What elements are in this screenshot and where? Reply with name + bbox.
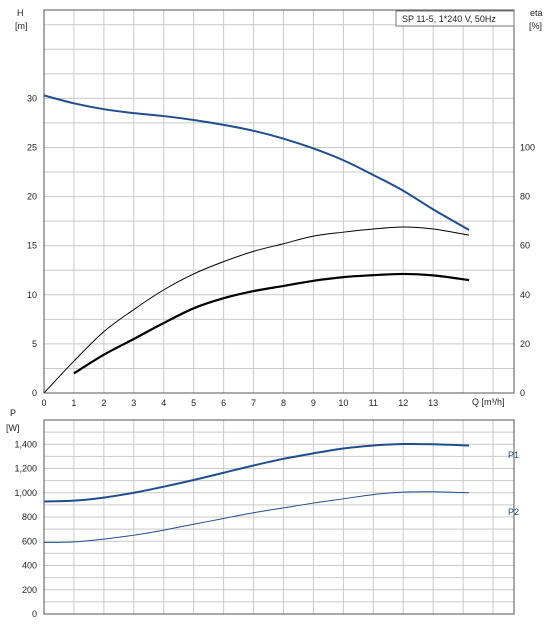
x-tick-label: 12 (398, 398, 408, 408)
y-right-tick-label: 0 (520, 388, 525, 398)
power-tick-label: 1,200 (14, 464, 37, 474)
power-tick-label: 1,000 (14, 488, 37, 498)
y-right-label-name: eta (530, 8, 543, 18)
y-left-tick-label: 20 (27, 192, 37, 202)
y-right-label-unit: [%] (529, 21, 542, 31)
y-left-tick-label: 25 (27, 142, 37, 152)
x-tick-label: 7 (251, 398, 256, 408)
power-tick-label: 200 (22, 585, 37, 595)
y-left-tick-label: 0 (32, 388, 37, 398)
x-tick-label: 0 (41, 398, 46, 408)
bottom-plot-frame (43, 419, 515, 615)
x-tick-label: 2 (101, 398, 106, 408)
x-tick-label: 10 (338, 398, 348, 408)
y-right-tick-label: 40 (520, 290, 530, 300)
x-tick-label: 6 (221, 398, 226, 408)
power-tick-label: 800 (22, 512, 37, 522)
pump-efficiency-curve (43, 226, 470, 394)
bottom-series (43, 442, 470, 543)
x-tick-label: 3 (131, 398, 136, 408)
y-left-tick-label: 10 (27, 290, 37, 300)
y-left-label-name: H (17, 8, 24, 18)
y-left-tick-label: 30 (27, 93, 37, 103)
p2-power-curve (43, 491, 470, 543)
y-left-label-unit: [m] (15, 21, 28, 31)
power-tick-label: 1,400 (14, 439, 37, 449)
x-tick-label: 4 (161, 398, 166, 408)
total-efficiency-curve (73, 272, 470, 375)
y-right-tick-label: 100 (520, 142, 535, 152)
x-tick-label: 8 (281, 398, 286, 408)
x-tick-label: 13 (428, 398, 438, 408)
top-series (43, 94, 470, 394)
y-left-tick-label: 5 (32, 339, 37, 349)
top-grid (44, 10, 514, 393)
y-right-tick-label: 60 (520, 241, 530, 251)
series-label-p2: P2 (508, 507, 519, 517)
y-right-tick-label: 20 (520, 339, 530, 349)
axis-labels: 0 1 2 3 4 5 6 7 8 9 10 11 12 130510152025300204060801… (14, 93, 535, 619)
x-tick-label: 11 (369, 398, 378, 408)
y-right-tick-label: 80 (520, 192, 530, 202)
power-tick-label: 0 (32, 609, 37, 619)
p1-power-curve (43, 442, 470, 503)
x-tick-label: 5 (191, 398, 196, 408)
title-box (395, 10, 515, 27)
bottom-grid (44, 420, 514, 614)
power-label-name: P (10, 408, 16, 418)
power-tick-label: 600 (22, 536, 37, 546)
series-label-p1: P1 (508, 450, 519, 460)
x-tick-label: 9 (311, 398, 316, 408)
head-curve (43, 94, 470, 231)
x-tick-label: 1 (71, 398, 76, 408)
power-label-unit: [W] (6, 423, 20, 433)
power-tick-label: 400 (22, 561, 37, 571)
x-axis-label: Q [m³/h] (472, 397, 505, 407)
top-plot-frame (43, 9, 515, 394)
y-left-tick-label: 15 (27, 241, 37, 251)
chart-title: SP 11-5, 1*240 V, 50Hz (402, 14, 496, 24)
